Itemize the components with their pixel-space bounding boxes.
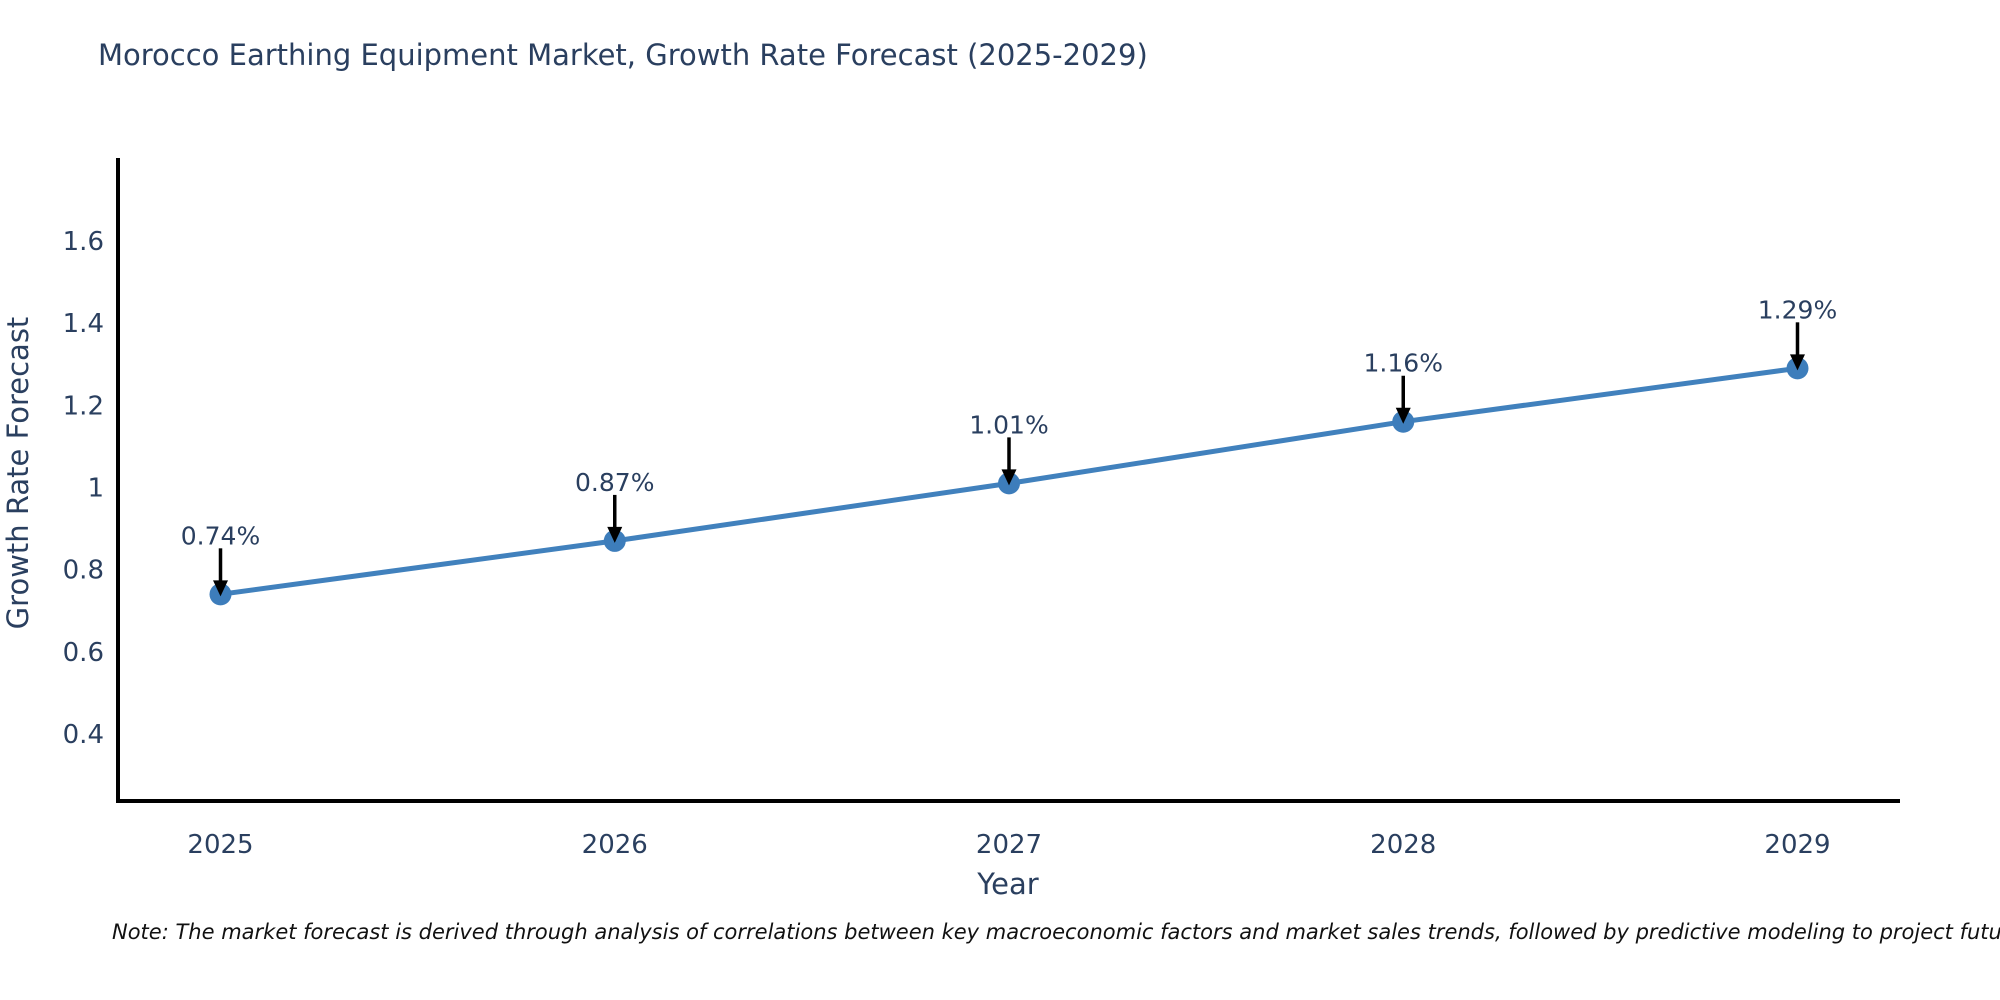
y-tick-label: 0.8: [63, 556, 104, 586]
annotation-arrow-head: [1001, 469, 1017, 486]
point-value-label: 0.74%: [181, 521, 260, 550]
point-value-label: 1.01%: [969, 410, 1048, 439]
x-tick-label: 2029: [1764, 830, 1830, 860]
point-value-label: 1.16%: [1364, 349, 1443, 378]
x-tick-label: 2027: [976, 830, 1042, 860]
annotation-arrow-head: [1789, 354, 1805, 371]
x-tick-label: 2026: [582, 830, 648, 860]
y-axis-title: Growth Rate Forecast: [1, 317, 35, 630]
x-tick-label: 2028: [1370, 830, 1436, 860]
annotation-arrow-head: [1395, 407, 1411, 424]
x-axis-title: Year: [976, 867, 1038, 901]
annotation-arrow-head: [213, 580, 229, 597]
y-tick-label: 1.6: [63, 227, 104, 257]
y-tick-label: 1.4: [63, 309, 104, 339]
y-tick-label: 0.6: [63, 638, 104, 668]
point-value-label: 0.87%: [575, 468, 654, 497]
chart-title: Morocco Earthing Equipment Market, Growt…: [98, 38, 1148, 72]
plot-area: 0.4 0.6 0.8 1 1.2 1.4 1.6 2025 2026 2027 2028 2029 0…: [63, 158, 1900, 860]
footnote: Note: The market forecast is derived thr…: [112, 920, 2000, 944]
x-tick-label: 2025: [187, 830, 253, 860]
annotation-arrow-head: [607, 526, 623, 543]
y-tick-label: 1.2: [63, 391, 104, 421]
point-value-label: 1.29%: [1758, 295, 1837, 324]
y-tick-label: 1: [87, 473, 104, 503]
y-tick-label: 0.4: [63, 720, 104, 750]
